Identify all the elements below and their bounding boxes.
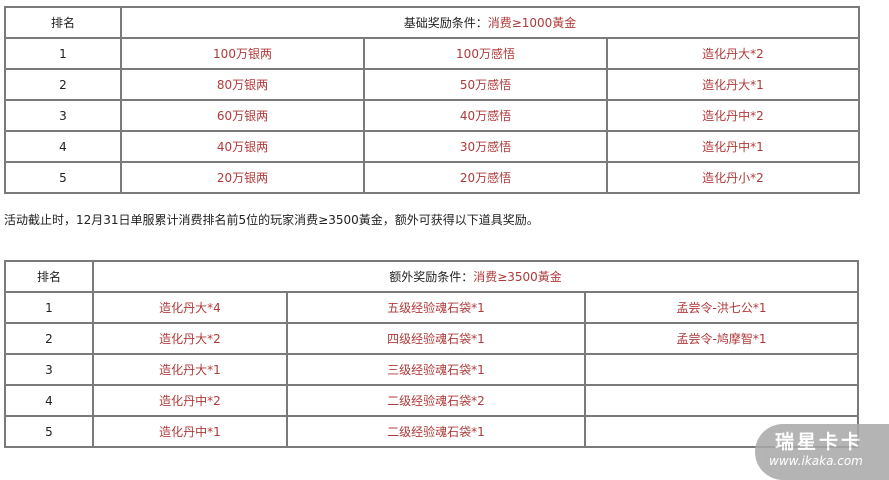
rank-cell: 4	[4, 384, 94, 417]
rank-cell: 1	[4, 37, 122, 70]
reward-cell: 造化丹大*2	[606, 37, 860, 70]
reward-cell: 60万银两	[120, 99, 365, 132]
reward-cell: 造化丹大*1	[606, 68, 860, 101]
condition-header: 基础奖励条件：消费≥1000黃金	[120, 6, 860, 39]
table-header-row: 排名 额外奖励条件：消费≥3500黃金	[4, 260, 859, 293]
reward-cell: 20万感悟	[363, 161, 608, 194]
reward-cell: 孟尝令-洪七公*1	[584, 291, 859, 324]
reward-cell: 80万银两	[120, 68, 365, 101]
table-row: 3 60万银两 40万感悟 造化丹中*2	[4, 99, 860, 132]
reward-cell: 四级经验魂石袋*1	[286, 322, 586, 355]
rank-cell: 4	[4, 130, 122, 163]
reward-cell: 造化丹大*2	[92, 322, 288, 355]
reward-cell	[584, 353, 859, 386]
rank-cell: 3	[4, 353, 94, 386]
extra-reward-table: 排名 额外奖励条件：消费≥3500黃金 1 造化丹大*4 五级经验魂石袋*1 孟尝令-…	[4, 260, 859, 448]
reward-cell: 造化丹中*1	[606, 130, 860, 163]
reward-cell: 造化丹中*2	[606, 99, 860, 132]
table-row: 4 40万银两 30万感悟 造化丹中*1	[4, 130, 860, 163]
condition-label: 基础奖励条件：	[403, 16, 488, 30]
reward-cell: 二级经验魂石袋*1	[286, 415, 586, 448]
rank-cell: 2	[4, 322, 94, 355]
table-row: 5 造化丹中*1 二级经验魂石袋*1	[4, 415, 859, 448]
reward-cell: 造化丹大*4	[92, 291, 288, 324]
reward-cell: 三级经验魂石袋*1	[286, 353, 586, 386]
table-row: 3 造化丹大*1 三级经验魂石袋*1	[4, 353, 859, 386]
base-reward-table: 排名 基础奖励条件：消费≥1000黃金 1 100万银两 100万感悟 造化丹大*2 2…	[4, 6, 860, 194]
reward-cell: 二级经验魂石袋*2	[286, 384, 586, 417]
reward-cell: 100万银两	[120, 37, 365, 70]
rank-cell: 1	[4, 291, 94, 324]
table-row: 5 20万银两 20万感悟 造化丹小*2	[4, 161, 860, 194]
table-row: 1 100万银两 100万感悟 造化丹大*2	[4, 37, 860, 70]
rank-cell: 3	[4, 99, 122, 132]
reward-cell: 40万银两	[120, 130, 365, 163]
table-row: 2 造化丹大*2 四级经验魂石袋*1 孟尝令-鸠摩智*1	[4, 322, 859, 355]
reward-cell: 40万感悟	[363, 99, 608, 132]
condition-label: 额外奖励条件：	[389, 270, 474, 284]
table-row: 4 造化丹中*2 二级经验魂石袋*2	[4, 384, 859, 417]
reward-cell: 造化丹中*1	[92, 415, 288, 448]
rank-cell: 5	[4, 161, 122, 194]
rank-header: 排名	[4, 6, 122, 39]
reward-cell: 30万感悟	[363, 130, 608, 163]
table-header-row: 排名 基础奖励条件：消费≥1000黃金	[4, 6, 860, 39]
watermark-url: www.ikaka.com	[769, 454, 863, 468]
condition-header: 额外奖励条件：消费≥3500黃金	[92, 260, 859, 293]
ikaka-watermark: 瑞星卡卡 www.ikaka.com	[755, 424, 889, 480]
rank-cell: 2	[4, 68, 122, 101]
reward-cell: 20万银两	[120, 161, 365, 194]
table-row: 1 造化丹大*4 五级经验魂石袋*1 孟尝令-洪七公*1	[4, 291, 859, 324]
reward-cell: 造化丹小*2	[606, 161, 860, 194]
rank-header: 排名	[4, 260, 94, 293]
reward-cell: 孟尝令-鸠摩智*1	[584, 322, 859, 355]
rank-cell: 5	[4, 415, 94, 448]
reward-cell: 五级经验魂石袋*1	[286, 291, 586, 324]
reward-cell	[584, 384, 859, 417]
condition-value: 消费≥3500黃金	[473, 270, 562, 284]
reward-cell: 造化丹大*1	[92, 353, 288, 386]
watermark-title: 瑞星卡卡	[775, 431, 864, 453]
reward-cell: 50万感悟	[363, 68, 608, 101]
reward-cell: 造化丹中*2	[92, 384, 288, 417]
table-row: 2 80万银两 50万感悟 造化丹大*1	[4, 68, 860, 101]
event-note: 活动截止时，12月31日单服累计消费排名前5位的玩家消费≥3500黃金，额外可获…	[4, 213, 539, 227]
condition-value: 消费≥1000黃金	[487, 16, 577, 30]
reward-cell: 100万感悟	[363, 37, 608, 70]
